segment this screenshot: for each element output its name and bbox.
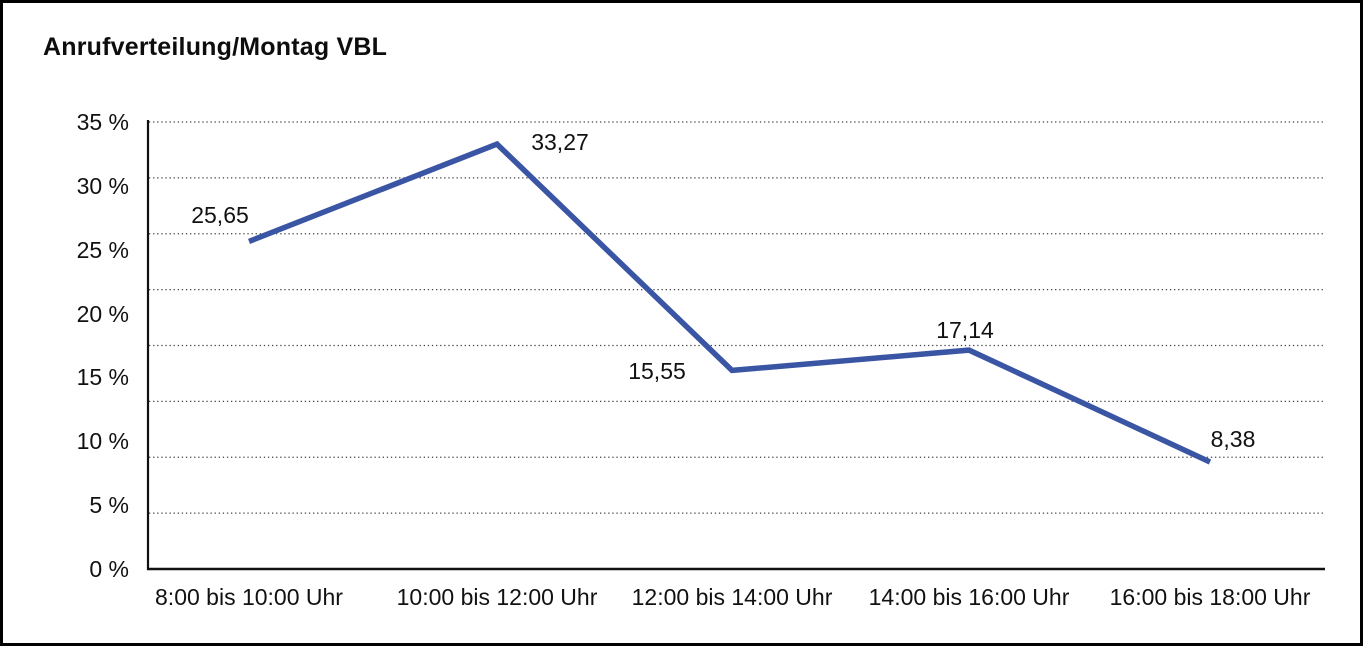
y-axis-tick-label: 35 % — [76, 109, 129, 135]
x-axis-category-label: 14:00 bis 16:00 Uhr — [868, 584, 1070, 610]
x-axis-category-label: 8:00 bis 10:00 Uhr — [155, 584, 343, 610]
y-axis-tick-label: 20 % — [76, 300, 129, 327]
y-axis-tick-label: 5 % — [89, 492, 129, 519]
data-point-label: 17,14 — [936, 317, 994, 344]
x-axis-category-label: 10:00 bis 12:00 Uhr — [396, 584, 598, 610]
y-axis-tick-label: 30 % — [76, 172, 129, 199]
plot-area: 0 % 5 % 10 % 15 % 20 % 25 % 30 % 35 % 8:00 bis 1… — [3, 3, 1360, 643]
data-point-label: 33,27 — [531, 129, 589, 156]
y-axis-tick-label: 10 % — [76, 428, 129, 455]
data-point-label: 15,55 — [628, 358, 686, 385]
y-axis-tick-label: 15 % — [76, 364, 129, 391]
line-chart-svg — [146, 120, 1325, 571]
data-line — [247, 140, 1212, 465]
x-axis-category-label: 12:00 bis 14:00 Uhr — [631, 584, 833, 610]
y-axis-tick-label: 25 % — [76, 236, 129, 263]
y-axis-tick-label: 0 % — [89, 556, 129, 582]
data-point-label: 25,65 — [191, 202, 249, 229]
data-point-label: 8,38 — [1210, 425, 1256, 452]
chart-title: Anrufverteilung/Montag VBL — [43, 33, 388, 61]
x-axis-category-label: 16:00 bis 18:00 Uhr — [1109, 584, 1311, 610]
